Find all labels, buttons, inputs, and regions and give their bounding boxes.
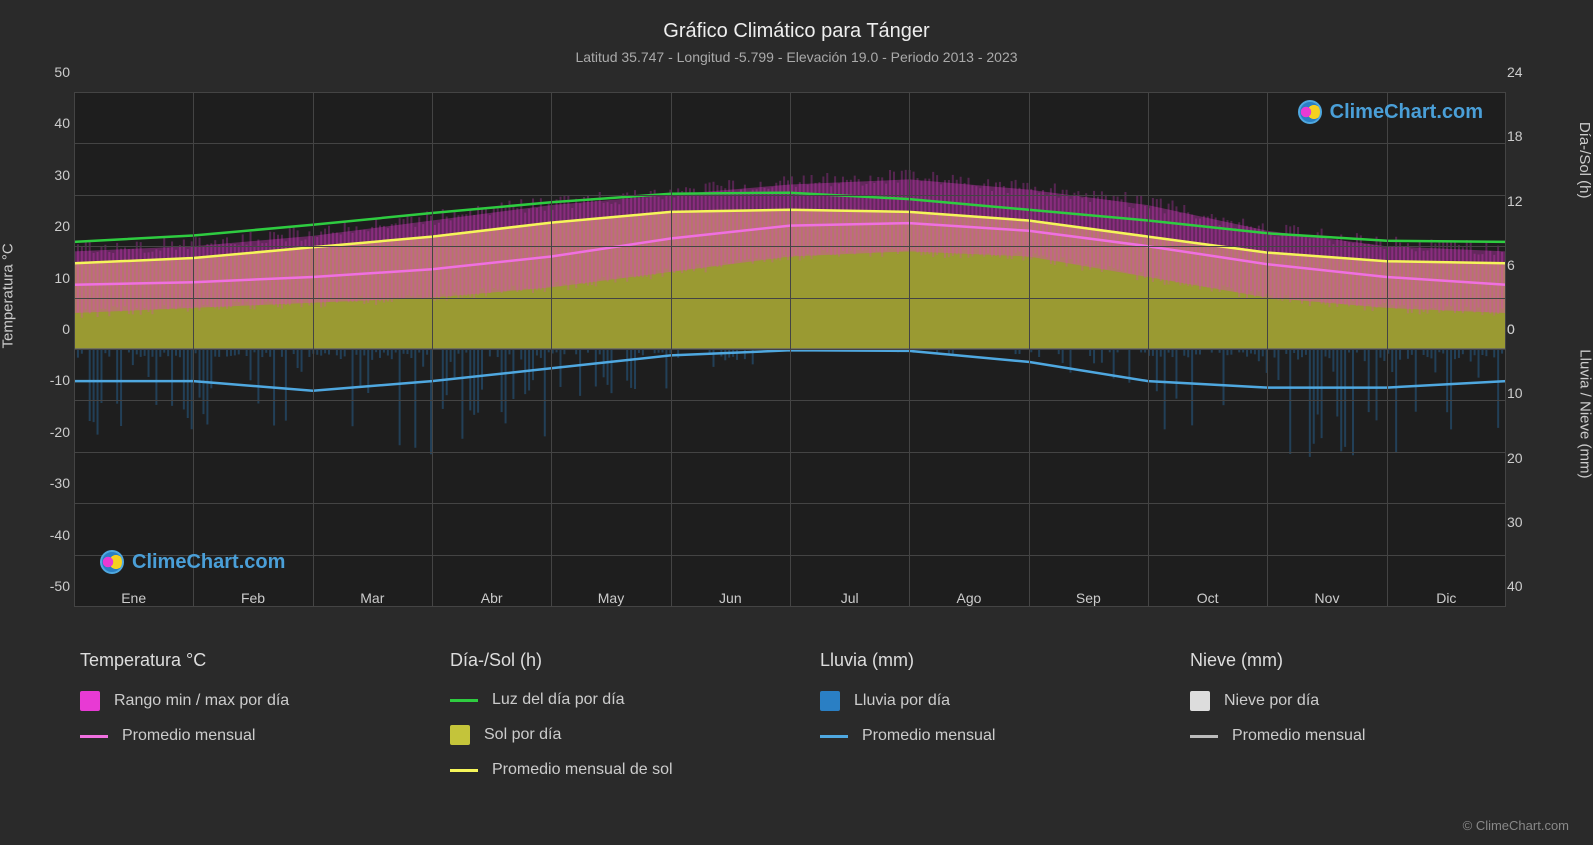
legend-label: Rango min / max por día: [114, 692, 289, 710]
tick-right-top: 12: [1507, 193, 1533, 209]
legend-item: Luz del día por día: [450, 691, 780, 709]
tick-right-top: 24: [1507, 64, 1533, 80]
gridline-v: [74, 92, 75, 606]
watermark-top: ClimeChart.com: [1298, 100, 1483, 124]
gridline-v: [671, 92, 672, 606]
watermark-bottom: ClimeChart.com: [100, 550, 285, 574]
watermark-text: ClimeChart.com: [132, 551, 285, 574]
tick-month: Oct: [1197, 590, 1219, 606]
tick-left: -10: [44, 372, 70, 388]
tick-month: Jul: [841, 590, 859, 606]
gridline-v: [790, 92, 791, 606]
legend-header: Lluvia (mm): [820, 650, 1150, 671]
tick-right-bottom: 10: [1507, 385, 1533, 401]
copyright: © ClimeChart.com: [1463, 818, 1569, 833]
legend-column: Lluvia (mm) Lluvia por día Promedio mensua…: [820, 650, 1150, 779]
gridline-v: [1505, 92, 1506, 606]
legend-swatch-icon: [1190, 691, 1210, 711]
gridline-v: [432, 92, 433, 606]
y-axis-right-bottom-label: Lluvia / Nieve (mm): [1577, 349, 1593, 478]
legend-item: Promedio mensual: [80, 727, 410, 745]
legend-label: Promedio mensual: [1232, 727, 1365, 745]
legend-header: Nieve (mm): [1190, 650, 1520, 671]
legend-swatch-icon: [820, 691, 840, 711]
tick-month: Nov: [1315, 590, 1340, 606]
legend-item: Nieve por día: [1190, 691, 1520, 711]
tick-left: 0: [44, 321, 70, 337]
tick-right-bottom: 0: [1507, 321, 1533, 337]
tick-month: Dic: [1436, 590, 1456, 606]
tick-right-bottom: 20: [1507, 450, 1533, 466]
tick-month: Mar: [360, 590, 384, 606]
climate-chart: Gráfico Climático para Tánger Latitud 35…: [0, 20, 1593, 845]
tick-left: 40: [44, 115, 70, 131]
tick-month: Jun: [719, 590, 742, 606]
tick-month: May: [598, 590, 624, 606]
gridline-v: [1029, 92, 1030, 606]
tick-left: 50: [44, 64, 70, 80]
tick-right-bottom: 40: [1507, 578, 1533, 594]
legend-item: Sol por día: [450, 725, 780, 745]
legend-label: Lluvia por día: [854, 692, 950, 710]
gridline-h: [74, 606, 1506, 607]
gridline-v: [551, 92, 552, 606]
legend-label: Promedio mensual: [122, 727, 255, 745]
legend-line-icon: [80, 735, 108, 738]
chart-subtitle: Latitud 35.747 - Longitud -5.799 - Eleva…: [0, 49, 1593, 65]
legend-line-icon: [1190, 735, 1218, 738]
legend: Temperatura °C Rango min / max por día Pro…: [80, 650, 1520, 779]
legend-item: Lluvia por día: [820, 691, 1150, 711]
legend-column: Temperatura °C Rango min / max por día Pro…: [80, 650, 410, 779]
gridline-v: [1387, 92, 1388, 606]
tick-month: Feb: [241, 590, 265, 606]
tick-left: 20: [44, 218, 70, 234]
gridline-v: [313, 92, 314, 606]
gridline-v: [1267, 92, 1268, 606]
legend-line-icon: [450, 769, 478, 772]
legend-swatch-icon: [80, 691, 100, 711]
legend-label: Luz del día por día: [492, 691, 625, 709]
legend-column: Nieve (mm) Nieve por día Promedio mensual: [1190, 650, 1520, 779]
legend-label: Promedio mensual de sol: [492, 761, 673, 779]
legend-header: Día-/Sol (h): [450, 650, 780, 671]
legend-line-icon: [820, 735, 848, 738]
legend-header: Temperatura °C: [80, 650, 410, 671]
tick-month: Ago: [957, 590, 982, 606]
tick-month: Ene: [121, 590, 146, 606]
tick-left: -50: [44, 578, 70, 594]
legend-label: Sol por día: [484, 726, 561, 744]
watermark-text: ClimeChart.com: [1330, 101, 1483, 124]
tick-month: Abr: [481, 590, 503, 606]
tick-left: -40: [44, 527, 70, 543]
gridline-v: [909, 92, 910, 606]
legend-label: Promedio mensual: [862, 727, 995, 745]
tick-left: 10: [44, 270, 70, 286]
legend-item: Promedio mensual: [1190, 727, 1520, 745]
tick-month: Sep: [1076, 590, 1101, 606]
tick-right-top: 18: [1507, 128, 1533, 144]
plot-area: [74, 92, 1506, 606]
tick-right-top: 6: [1507, 257, 1533, 273]
gridline-v: [1148, 92, 1149, 606]
legend-label: Nieve por día: [1224, 692, 1319, 710]
legend-line-icon: [450, 699, 478, 702]
tick-right-bottom: 30: [1507, 514, 1533, 530]
y-axis-left-label: Temperatura °C: [0, 243, 17, 348]
tick-left: -20: [44, 424, 70, 440]
y-axis-right-top-label: Día-/Sol (h): [1577, 122, 1593, 199]
legend-column: Día-/Sol (h) Luz del día por día Sol por d…: [450, 650, 780, 779]
gridline-v: [193, 92, 194, 606]
legend-item: Promedio mensual: [820, 727, 1150, 745]
legend-item: Rango min / max por día: [80, 691, 410, 711]
legend-swatch-icon: [450, 725, 470, 745]
logo-icon: [1298, 100, 1322, 124]
chart-title: Gráfico Climático para Tánger: [0, 20, 1593, 43]
legend-item: Promedio mensual de sol: [450, 761, 780, 779]
tick-left: -30: [44, 475, 70, 491]
tick-left: 30: [44, 167, 70, 183]
logo-icon: [100, 550, 124, 574]
